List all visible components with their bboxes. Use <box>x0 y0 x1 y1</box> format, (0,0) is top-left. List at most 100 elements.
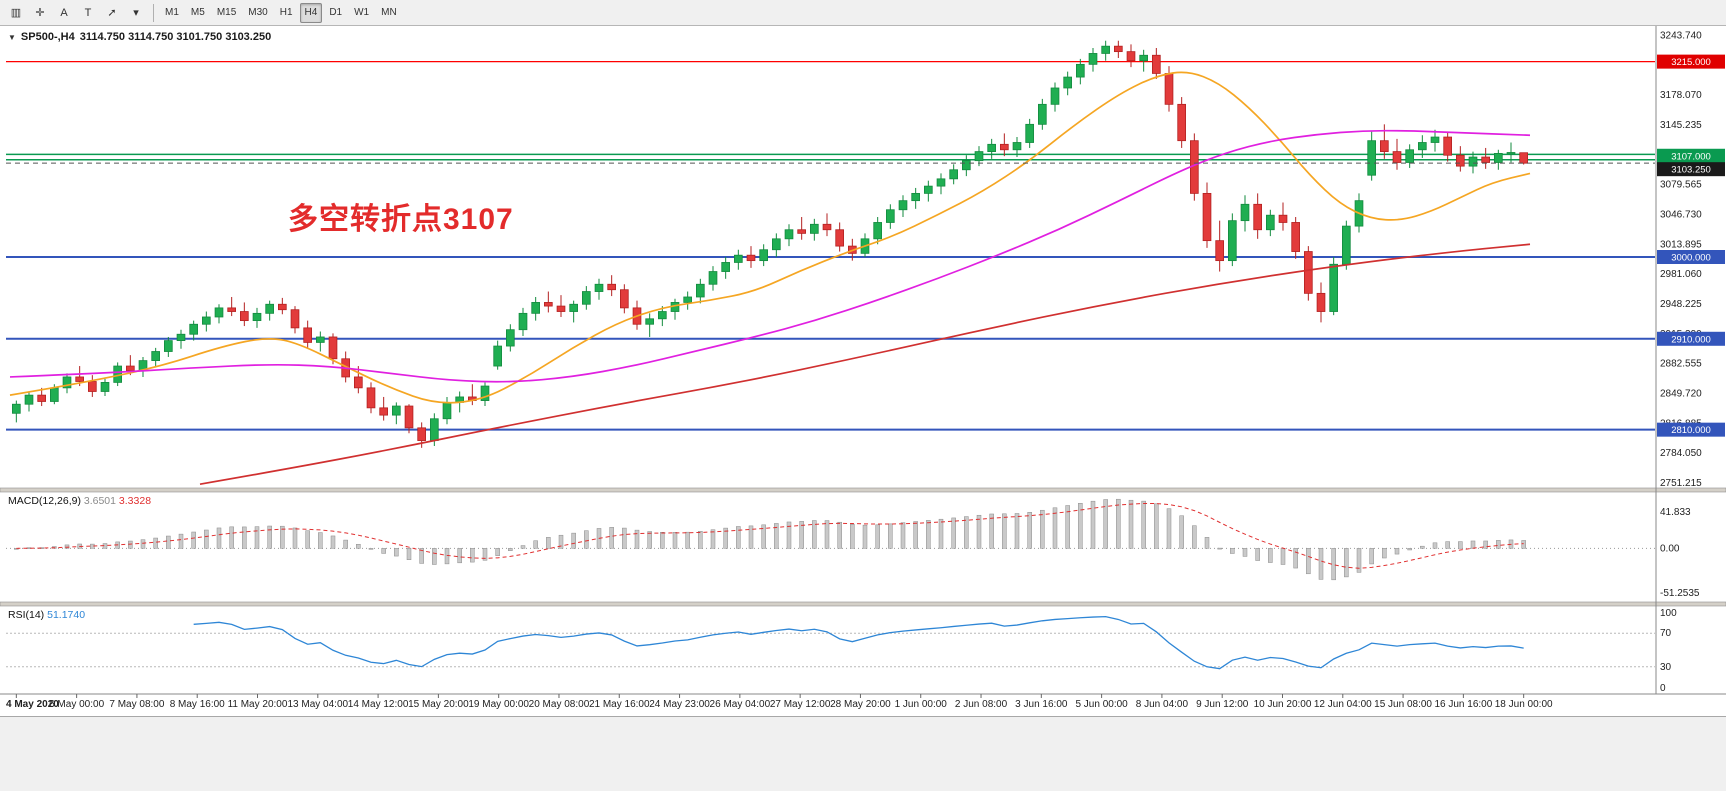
candle-body <box>1012 142 1022 151</box>
text-label-t-button[interactable]: T <box>77 3 99 23</box>
price-box-text: 3103.250 <box>1671 165 1711 176</box>
time-label: 6 May 00:00 <box>49 699 104 710</box>
candle-body <box>366 387 376 409</box>
chart-background <box>0 26 1726 716</box>
time-label: 24 May 23:00 <box>649 699 710 710</box>
symbol-dropdown-icon[interactable]: ▼ <box>8 32 16 42</box>
timeframe-w1[interactable]: W1 <box>349 3 374 23</box>
pane-separator-1[interactable] <box>0 487 1726 493</box>
time-label: 3 Jun 16:00 <box>1015 699 1068 710</box>
timeframe-m15[interactable]: M15 <box>212 3 241 23</box>
price-box-2910.000 <box>1657 331 1725 346</box>
candle-body <box>1468 156 1478 167</box>
candle-body <box>240 311 249 322</box>
candle-body <box>1240 203 1250 222</box>
candle-body <box>1329 263 1338 312</box>
candle-body <box>911 192 920 202</box>
candle-body <box>797 229 806 234</box>
candle-body <box>987 143 996 152</box>
price-tick-label: 2849.720 <box>1660 389 1702 400</box>
candle-body <box>607 283 616 291</box>
arrow-tool-icon[interactable]: ➚ <box>101 3 123 23</box>
timeframe-m1[interactable]: M1 <box>160 3 184 23</box>
candle-body <box>392 405 401 416</box>
candle-body <box>227 307 236 312</box>
rsi-scale-label: 0 <box>1660 683 1666 694</box>
candle-body <box>1177 103 1186 142</box>
price-box-text: 3000.000 <box>1671 253 1711 264</box>
candle-body <box>962 160 971 171</box>
price-tick-label: 2751.215 <box>1660 478 1702 489</box>
chart-canvas[interactable]: 3243.7403210.9053178.0703145.2353112.400… <box>0 26 1726 716</box>
candle-body <box>1405 149 1414 163</box>
candle-body <box>772 238 781 251</box>
candle-body <box>379 407 388 416</box>
candles-layer[interactable] <box>12 40 1528 448</box>
chart-area[interactable]: 3243.7403210.9053178.0703145.2353112.400… <box>0 26 1726 716</box>
candle-body <box>556 305 566 312</box>
candle-body <box>1126 51 1136 62</box>
candle-body <box>1164 73 1174 105</box>
timeframe-mn[interactable]: MN <box>376 3 402 23</box>
candle-body <box>696 283 705 298</box>
candle-body <box>1380 140 1389 152</box>
macd-histogram <box>14 498 1526 581</box>
rsi-line <box>193 615 1524 670</box>
time-label: 9 Jun 12:00 <box>1196 699 1249 710</box>
candle-body <box>1152 54 1161 74</box>
tools-dropdown-icon[interactable]: ▾ <box>125 3 147 23</box>
rsi-scale-label: 30 <box>1660 662 1672 673</box>
candle-body <box>88 381 97 392</box>
candle-body <box>531 302 540 314</box>
price-tick-label: 2948.225 <box>1660 299 1702 310</box>
time-label: 27 May 12:00 <box>770 699 831 710</box>
candle-body <box>1139 54 1148 62</box>
candle-body <box>1088 53 1098 65</box>
time-label: 13 May 04:00 <box>287 699 348 710</box>
price-box-text: 2810.000 <box>1671 425 1711 436</box>
candle-body <box>759 249 768 262</box>
candle-body <box>1215 240 1224 262</box>
timeframe-d1[interactable]: D1 <box>324 3 347 23</box>
candle-body <box>734 254 743 263</box>
rsi-label: RSI(14) 51.1740 <box>8 609 85 621</box>
candle-body <box>1456 154 1465 167</box>
timeframe-h4[interactable]: H4 <box>299 2 323 23</box>
chart-annotation[interactable]: 多空转折点3107 <box>288 203 514 236</box>
candle-body <box>949 169 958 180</box>
candle-body <box>1506 152 1516 155</box>
time-label: 19 May 00:00 <box>468 699 529 710</box>
candle-body <box>1038 103 1047 125</box>
candle-body <box>1316 292 1326 312</box>
candle-body <box>37 394 46 402</box>
time-label: 16 Jun 16:00 <box>1434 699 1492 710</box>
candle-body <box>974 151 984 162</box>
candle-body <box>1253 203 1262 231</box>
timeframe-m30[interactable]: M30 <box>243 3 272 23</box>
candle-body <box>784 229 794 240</box>
text-label-a-button[interactable]: A <box>53 3 75 23</box>
candle-body <box>873 222 882 240</box>
timeframe-h1[interactable]: H1 <box>275 3 298 23</box>
pane-separator-2[interactable] <box>0 601 1726 607</box>
candle-body <box>316 336 325 343</box>
ma-mid <box>9 129 1531 383</box>
price-tick-label: 3079.565 <box>1660 180 1702 191</box>
price-box-text: 3107.000 <box>1671 151 1711 162</box>
candle-body <box>404 405 414 429</box>
crosshair-icon[interactable]: ✛ <box>29 3 51 23</box>
chart-window-icon[interactable]: ▥ <box>5 3 27 23</box>
horizontal-lines[interactable] <box>6 60 1655 431</box>
candle-body <box>1050 87 1060 105</box>
price-tick-label: 3243.740 <box>1660 31 1702 42</box>
candle-body <box>936 178 946 187</box>
candle-body <box>810 223 819 234</box>
price-box-text: 2910.000 <box>1671 334 1711 345</box>
timeframe-m5[interactable]: M5 <box>186 3 210 23</box>
price-box-3103.250 <box>1657 162 1725 177</box>
candle-body <box>24 394 34 405</box>
price-box-text: 3215.000 <box>1671 57 1711 68</box>
candle-body <box>1304 251 1313 294</box>
